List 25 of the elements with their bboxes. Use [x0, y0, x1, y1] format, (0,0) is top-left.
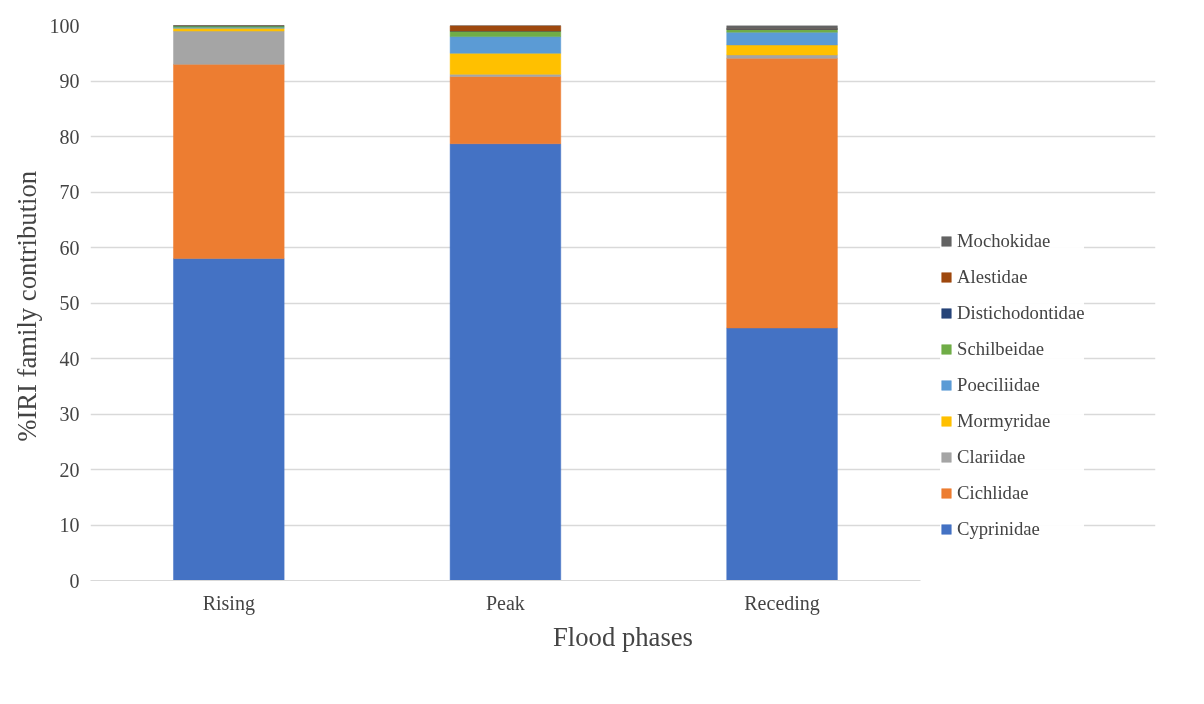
- legend-label: Clariidae: [957, 446, 1026, 468]
- y-tick-label: 40: [59, 347, 80, 370]
- legend-label: Mochokidae: [957, 230, 1051, 252]
- y-tick-label: 50: [59, 292, 80, 314]
- x-tick-label: Receding: [744, 591, 820, 615]
- y-tick-label: 0: [69, 569, 80, 592]
- legend-label: Poeciliidae: [957, 374, 1040, 396]
- y-tick-label: 60: [59, 236, 80, 259]
- y-tick-label: 30: [59, 403, 80, 425]
- y-tick-label: 10: [59, 514, 80, 536]
- legend-label: Distichodontidae: [957, 302, 1085, 324]
- x-tick-label: Peak: [486, 591, 525, 614]
- legend-label: Cyprinidae: [957, 518, 1040, 540]
- x-tick-label: Rising: [202, 591, 255, 615]
- legend-label: Schilbeidae: [957, 338, 1045, 360]
- y-tick-label: 20: [59, 458, 80, 481]
- y-axis-title: %IRI family contribution: [11, 170, 42, 442]
- y-tick-label: 70: [59, 181, 80, 203]
- x-axis-title: Flood phases: [553, 621, 693, 652]
- y-tick-label: 80: [59, 125, 80, 148]
- legend-label: Alestidae: [957, 266, 1028, 288]
- legend-label: Cichlidae: [957, 482, 1029, 504]
- y-tick-label: 100: [49, 14, 80, 37]
- y-tick-label: 90: [59, 70, 80, 92]
- legend-label: Mormyridae: [957, 410, 1051, 432]
